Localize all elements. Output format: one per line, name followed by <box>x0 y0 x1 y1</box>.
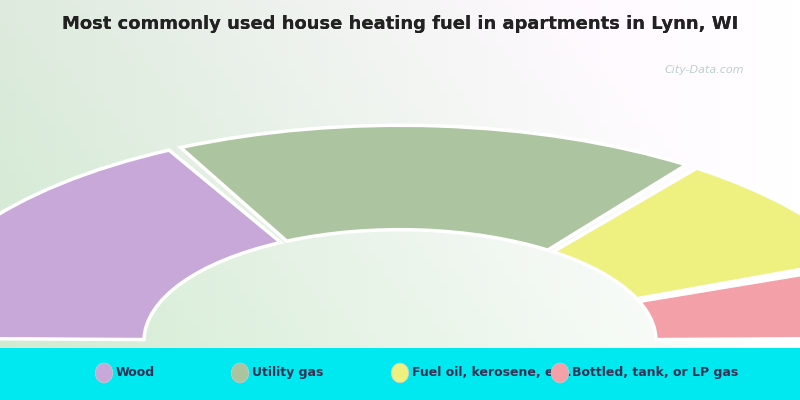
Wedge shape <box>0 150 281 340</box>
Wedge shape <box>639 264 800 340</box>
Ellipse shape <box>391 363 409 383</box>
Wedge shape <box>181 125 686 250</box>
Text: Utility gas: Utility gas <box>252 366 323 380</box>
Text: Bottled, tank, or LP gas: Bottled, tank, or LP gas <box>572 366 738 380</box>
Ellipse shape <box>231 363 249 383</box>
Text: Fuel oil, kerosene, etc.: Fuel oil, kerosene, etc. <box>412 366 571 380</box>
Text: Most commonly used house heating fuel in apartments in Lynn, WI: Most commonly used house heating fuel in… <box>62 15 738 33</box>
Wedge shape <box>553 168 800 299</box>
Text: City-Data.com: City-Data.com <box>664 64 744 74</box>
Ellipse shape <box>95 363 113 383</box>
Text: Wood: Wood <box>116 366 155 380</box>
Ellipse shape <box>551 363 569 383</box>
Text: Most commonly used house heating fuel in apartments in Lynn, WI: Most commonly used house heating fuel in… <box>62 15 738 33</box>
